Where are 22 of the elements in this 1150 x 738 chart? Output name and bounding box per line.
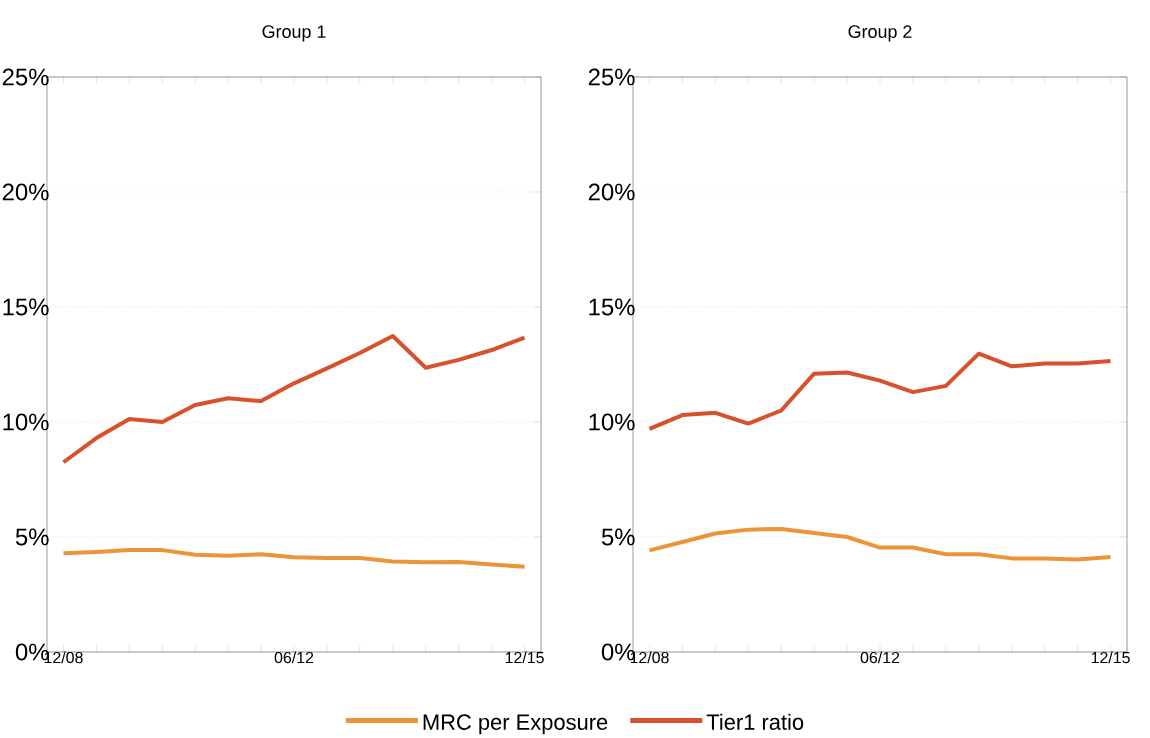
x-tick-label: 12/15 [505,651,544,664]
chart-title: Group 2 [848,25,912,42]
line-series [61,548,527,569]
x-tick-label: 12/15 [1091,651,1130,664]
y-tick-label: 5% [601,528,635,546]
y-tick-label: 5% [15,528,49,546]
line-series [647,526,1113,562]
y-tick-label: 15% [589,298,635,316]
y-tick-label: 10% [3,413,49,431]
legend-label: Tier1 ratio [706,713,804,730]
x-tick-label: 06/12 [860,651,900,664]
y-tick-label: 20% [588,183,635,201]
y-tick-label: 25% [2,68,49,86]
line-series [61,333,527,465]
x-tick-label: 06/12 [274,651,314,664]
y-tick-label: 10% [589,413,635,431]
line-series [647,351,1113,431]
y-tick-label: 15% [3,298,49,316]
chart-title: Group 1 [262,25,326,42]
y-tick-label: 25% [588,68,635,86]
y-tick-label: 20% [2,183,49,201]
legend-label: MRC per Exposure [423,714,608,735]
